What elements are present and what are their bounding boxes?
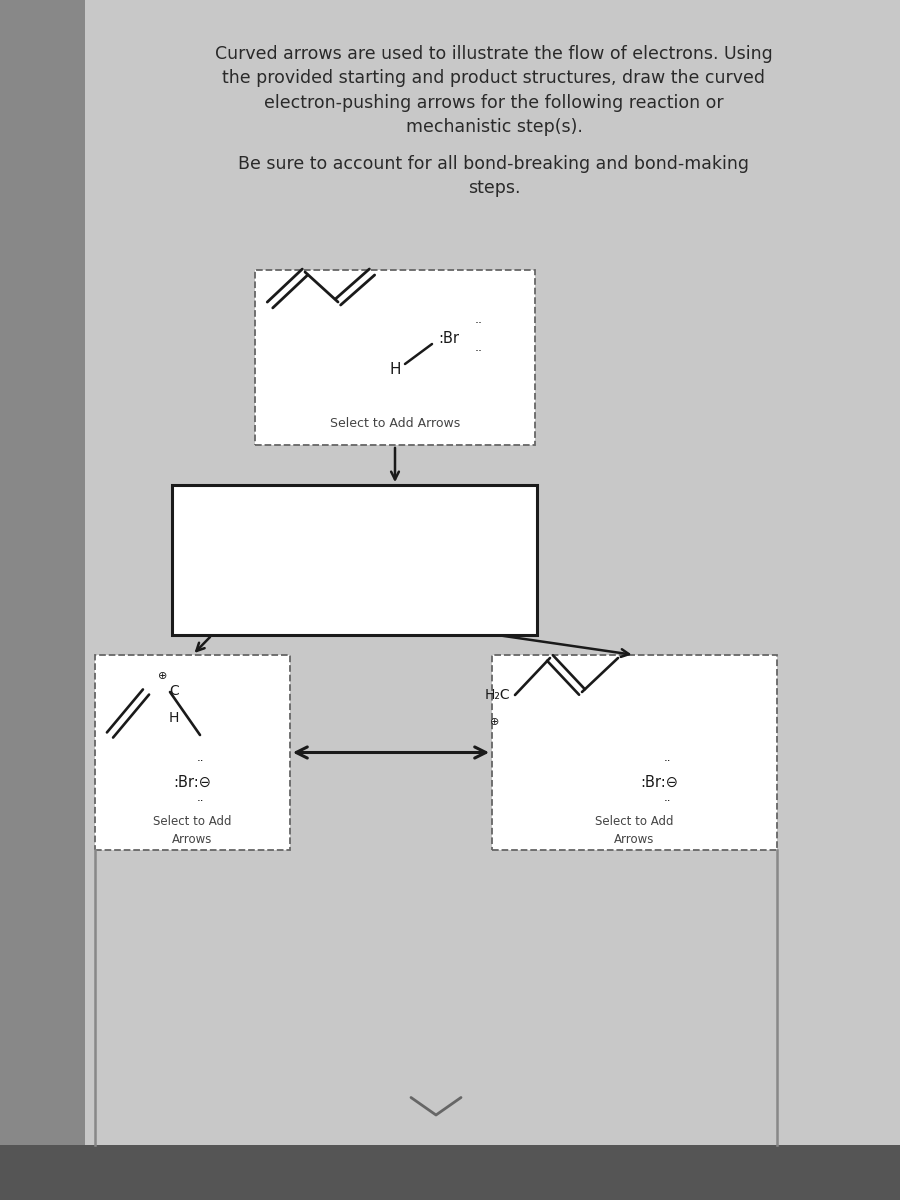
Bar bbox=[172, 485, 537, 635]
Text: C: C bbox=[169, 684, 179, 698]
Text: H₂C: H₂C bbox=[484, 688, 510, 702]
Text: ··: ·· bbox=[664, 796, 671, 809]
Bar bbox=[95, 655, 290, 850]
Bar bbox=[492, 655, 777, 850]
Text: Arrows: Arrows bbox=[615, 833, 654, 846]
Bar bbox=[0, 0, 85, 1200]
Text: Arrows: Arrows bbox=[172, 833, 212, 846]
Text: Select to Add: Select to Add bbox=[595, 815, 674, 828]
Text: :Br:⊖: :Br:⊖ bbox=[174, 774, 212, 790]
Bar bbox=[0, 1145, 900, 1200]
Text: H: H bbox=[389, 362, 400, 378]
Bar bbox=[255, 270, 535, 445]
Text: ··: ·· bbox=[475, 318, 483, 330]
Text: Be sure to account for all bond-breaking and bond-making
steps.: Be sure to account for all bond-breaking… bbox=[238, 155, 750, 197]
Text: :Br:⊖: :Br:⊖ bbox=[641, 774, 679, 790]
Text: Select to Add: Select to Add bbox=[153, 815, 231, 828]
Text: ··: ·· bbox=[197, 796, 204, 809]
Text: :Br: :Br bbox=[438, 330, 459, 346]
Text: H: H bbox=[169, 710, 179, 725]
Text: ⊕: ⊕ bbox=[158, 671, 167, 680]
Text: ··: ·· bbox=[664, 756, 671, 768]
Text: ··: ·· bbox=[475, 346, 483, 359]
Text: ··: ·· bbox=[197, 756, 204, 768]
Text: ⊕: ⊕ bbox=[491, 716, 500, 727]
Text: Select to Add Arrows: Select to Add Arrows bbox=[330, 416, 460, 430]
Text: Curved arrows are used to illustrate the flow of electrons. Using
the provided s: Curved arrows are used to illustrate the… bbox=[215, 44, 773, 136]
